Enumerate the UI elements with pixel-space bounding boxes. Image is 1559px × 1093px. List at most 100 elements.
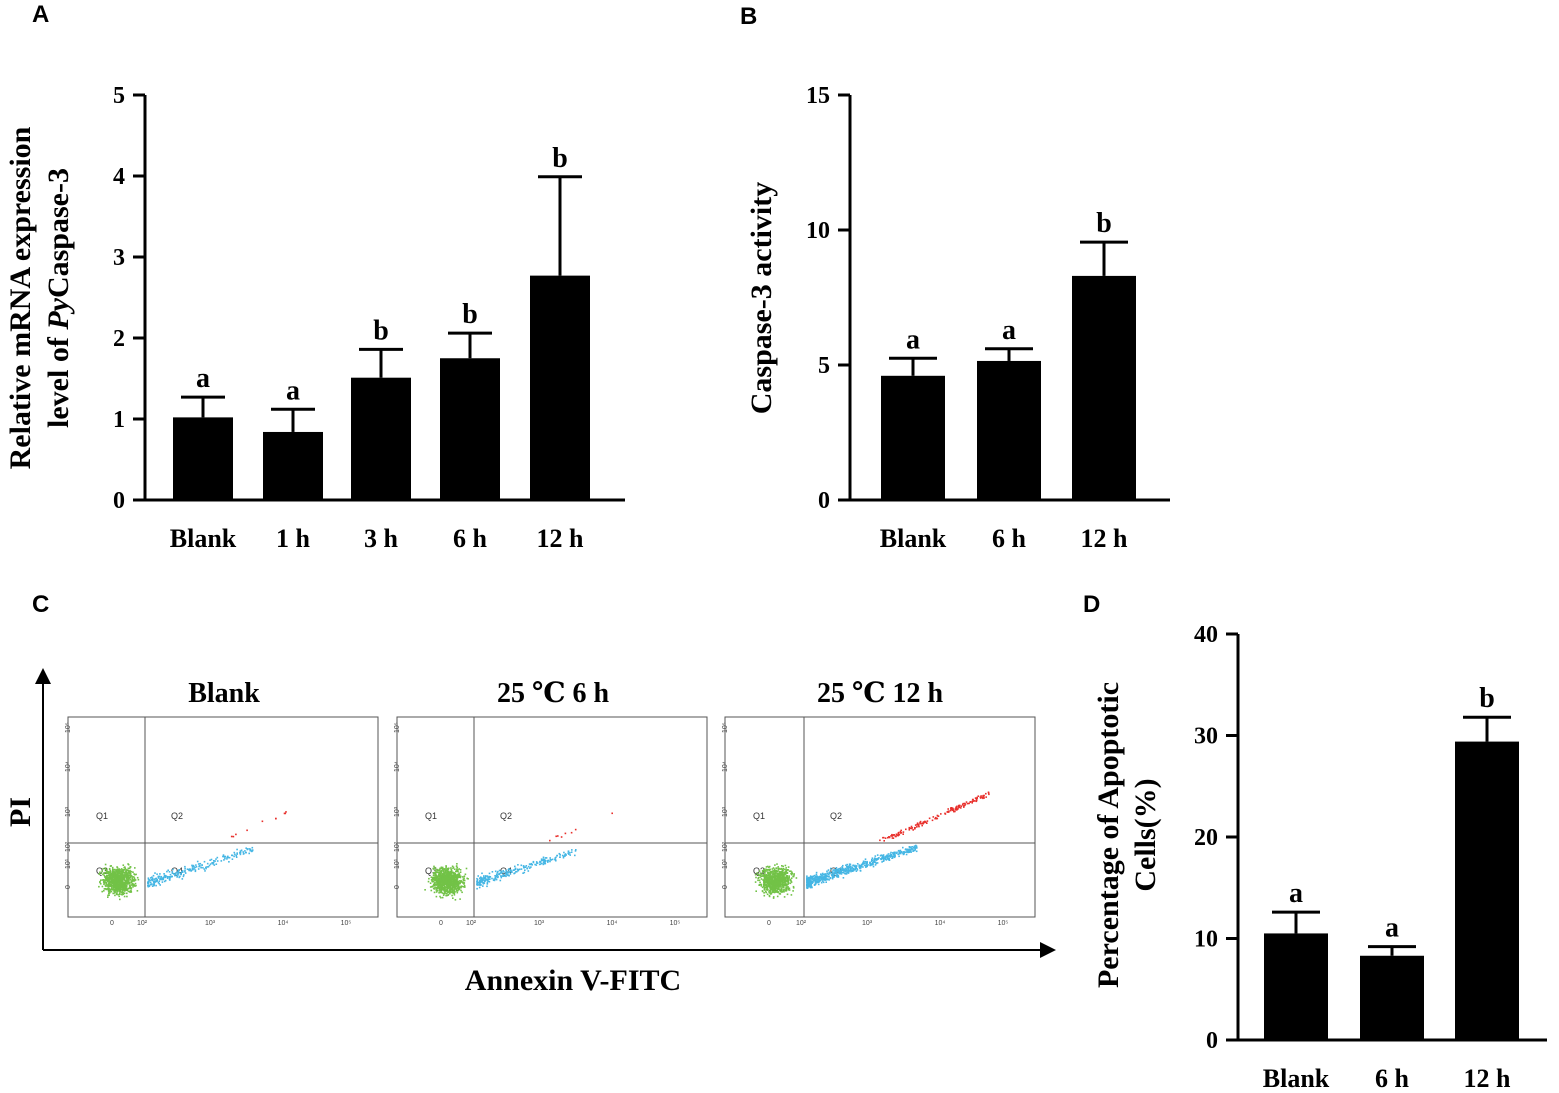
facs-live-dot bbox=[454, 891, 456, 893]
facs-live-dot bbox=[440, 879, 442, 882]
facs-live-dot bbox=[449, 889, 452, 892]
facs-early-apoptotic-dot bbox=[900, 851, 902, 853]
facs-early-apoptotic-dot bbox=[811, 876, 814, 878]
facs-early-apoptotic-dot bbox=[910, 846, 912, 848]
facs-live-dot bbox=[463, 878, 465, 881]
facs-early-apoptotic-dot bbox=[525, 865, 528, 867]
facs-early-apoptotic-dot bbox=[171, 871, 174, 873]
facs-live-dot bbox=[445, 894, 447, 897]
facs-live-dot bbox=[460, 885, 462, 888]
facs-late-apoptotic-dot bbox=[921, 824, 923, 827]
facs-live-dot bbox=[428, 877, 430, 880]
facs-live-dot bbox=[433, 888, 436, 890]
facs-live-dot bbox=[128, 882, 130, 884]
facs-early-apoptotic-dot bbox=[213, 864, 216, 866]
facs-late-apoptotic-dot bbox=[883, 840, 885, 842]
facs-live-dot bbox=[438, 874, 440, 876]
facs-live-dot bbox=[792, 887, 795, 889]
facs-live-dot bbox=[444, 876, 447, 879]
facs-late-apoptotic-dot bbox=[954, 808, 957, 811]
facs-live-dot bbox=[456, 878, 459, 880]
facs-live-dot bbox=[786, 872, 789, 874]
facs-early-apoptotic-dot bbox=[824, 879, 826, 881]
facs-live-dot bbox=[771, 880, 773, 883]
facs-live-dot bbox=[435, 891, 438, 893]
facs-live-dot bbox=[440, 896, 442, 899]
facs-early-apoptotic-dot bbox=[198, 865, 200, 868]
facs-quadrant-label: Q2 bbox=[171, 811, 183, 821]
facs-early-apoptotic-dot bbox=[835, 867, 838, 869]
facs-early-apoptotic-dot bbox=[184, 865, 186, 868]
facs-early-apoptotic-dot bbox=[827, 878, 829, 880]
facs-late-apoptotic-dot bbox=[944, 813, 947, 815]
facs-early-apoptotic-dot bbox=[175, 873, 177, 876]
facs-early-apoptotic-dot bbox=[192, 865, 195, 868]
facs-live-dot bbox=[106, 876, 108, 879]
facs-live-dot bbox=[467, 878, 469, 880]
facs-early-apoptotic-dot bbox=[883, 858, 885, 860]
facs-early-apoptotic-dot bbox=[811, 878, 813, 881]
facs-live-dot bbox=[768, 878, 770, 880]
facs-early-apoptotic-dot bbox=[833, 869, 835, 871]
facs-live-dot bbox=[108, 891, 111, 893]
facs-live-dot bbox=[786, 878, 789, 881]
facs-live-dot bbox=[769, 888, 772, 891]
facs-live-dot bbox=[772, 887, 774, 889]
facs-late-apoptotic-dot bbox=[285, 811, 287, 813]
facs-live-dot bbox=[447, 877, 449, 880]
facs-early-apoptotic-dot bbox=[171, 872, 174, 874]
facs-early-apoptotic-dot bbox=[199, 864, 201, 867]
facs-late-apoptotic-dot bbox=[913, 827, 916, 829]
facs-late-apoptotic-dot bbox=[917, 823, 919, 826]
facs-early-apoptotic-dot bbox=[824, 877, 826, 879]
facs-early-apoptotic-dot bbox=[159, 877, 162, 880]
facs-live-dot bbox=[462, 879, 465, 882]
facs-live-dot bbox=[103, 880, 105, 883]
facs-live-dot bbox=[450, 877, 453, 880]
facs-live-dot bbox=[787, 866, 790, 868]
facs-live-dot bbox=[445, 888, 448, 890]
facs-live-dot bbox=[455, 865, 458, 867]
facs-live-dot bbox=[769, 889, 772, 892]
facs-live-dot bbox=[782, 869, 784, 872]
facs-live-dot bbox=[125, 872, 127, 874]
facs-early-apoptotic-dot bbox=[498, 869, 501, 872]
facs-live-dot bbox=[776, 891, 778, 893]
panel-b-category-label: 12 h bbox=[1081, 524, 1129, 553]
facs-live-dot bbox=[766, 882, 769, 885]
facs-live-dot bbox=[122, 887, 124, 889]
facs-live-dot bbox=[113, 875, 115, 877]
facs-early-apoptotic-dot bbox=[157, 877, 160, 879]
facs-early-apoptotic-dot bbox=[514, 868, 517, 871]
facs-live-dot bbox=[111, 866, 114, 869]
facs-early-apoptotic-dot bbox=[887, 853, 890, 855]
facs-live-dot bbox=[455, 890, 458, 892]
facs-late-apoptotic-dot bbox=[560, 836, 563, 838]
facs-y-tick-label: 10⁴ bbox=[65, 761, 72, 772]
facs-early-apoptotic-dot bbox=[494, 876, 497, 879]
facs-early-apoptotic-dot bbox=[483, 882, 486, 884]
facs-live-dot bbox=[458, 873, 461, 876]
facs-live-dot bbox=[792, 885, 795, 888]
facs-live-dot bbox=[456, 891, 459, 894]
facs-live-dot bbox=[776, 889, 778, 892]
facs-live-dot bbox=[441, 884, 443, 886]
facs-early-apoptotic-dot bbox=[224, 857, 226, 860]
facs-early-apoptotic-dot bbox=[849, 869, 852, 872]
facs-live-dot bbox=[447, 873, 449, 876]
facs-live-dot bbox=[105, 877, 107, 880]
facs-late-apoptotic-dot bbox=[971, 798, 974, 801]
facs-live-dot bbox=[450, 869, 453, 872]
facs-live-dot bbox=[134, 867, 136, 869]
facs-y-tick-label: 10³ bbox=[65, 806, 72, 817]
facs-live-dot bbox=[456, 879, 458, 881]
facs-live-dot bbox=[439, 877, 442, 879]
facs-live-dot bbox=[792, 875, 794, 878]
panel-b-ytick-label: 10 bbox=[806, 218, 830, 244]
facs-early-apoptotic-dot bbox=[188, 869, 190, 871]
facs-early-apoptotic-dot bbox=[193, 868, 195, 870]
facs-live-dot bbox=[435, 876, 437, 878]
facs-live-dot bbox=[779, 882, 781, 884]
facs-live-dot bbox=[768, 884, 770, 886]
facs-live-dot bbox=[436, 876, 439, 878]
